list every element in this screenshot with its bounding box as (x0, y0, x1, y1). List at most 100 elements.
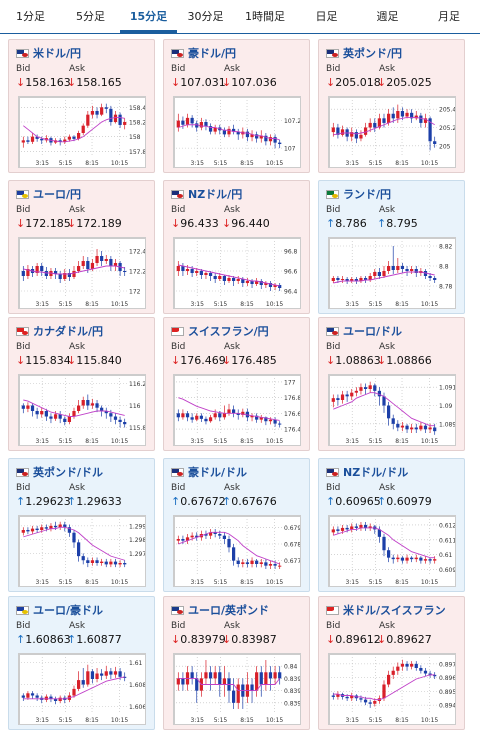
candle (377, 272, 382, 276)
rate-card[interactable]: ユーロ/円 Bid Ask ↓172.185 ↓172.189 172 172.2 172.4… (8, 180, 155, 314)
price-chart[interactable]: 1.089 1.09 1.091 3:15 5:15 8:15 10:15 (328, 374, 456, 446)
pair-name[interactable]: ランド/円 (343, 188, 392, 201)
tab-2[interactable]: 15分足 (120, 0, 177, 33)
tab-0[interactable]: 1分足 (16, 10, 45, 23)
candle (350, 695, 354, 699)
candle (423, 670, 428, 674)
candle (331, 529, 335, 533)
price-chart[interactable]: 0.609 0.61 0.611 0.612 3:15 5:15 8:15 10:15 (328, 515, 456, 587)
candle (368, 526, 372, 528)
candle (26, 530, 30, 532)
candle (195, 415, 199, 420)
y-tick-label: 1.09 (439, 403, 453, 410)
us-flag-icon (16, 49, 29, 58)
price-chart[interactable]: 172 172.2 172.4 3:15 5:15 8:15 10:15 (18, 237, 146, 309)
pair-name[interactable]: NZドル/ドル (343, 466, 409, 479)
rate-card[interactable]: 豪ドル/ドル Bid Ask ↑0.67672 ↑0.67676 0.677 0.678 0.… (163, 458, 310, 592)
rate-card[interactable]: ユーロ/ドル Bid Ask ↓1.08863 ↓1.08866 1.089 1.09 1.0… (318, 317, 465, 451)
x-tick-label: 10:15 (421, 717, 438, 724)
ask-value: 0.67676 (231, 495, 277, 508)
moving-average-line (333, 271, 435, 284)
pair-name[interactable]: ユーロ/英ポンド (188, 604, 270, 617)
rate-card[interactable]: ユーロ/豪ドル Bid Ask ↑1.60863 ↑1.60877 1.606 1.608 1… (8, 596, 155, 730)
rate-card[interactable]: NZドル/ドル Bid Ask ↑0.60965 ↑0.60979 0.609 0.61 0.… (318, 458, 465, 592)
candle (208, 672, 213, 679)
pair-name[interactable]: 英ポンド/円 (343, 47, 403, 60)
rate-card[interactable]: 米ドル/円 Bid Ask ↓158.163 ↓158.165 157.8 158 158.2… (8, 39, 155, 173)
pair-name[interactable]: ユーロ/ドル (343, 325, 403, 338)
pair-name[interactable]: 英ポンド/ドル (33, 466, 104, 479)
pair-name[interactable]: カナダドル/円 (33, 325, 104, 338)
price-chart[interactable]: 8.78 8.8 8.82 3:15 5:15 8:15 10:15 (328, 237, 456, 309)
ask-value-row: ↓0.83987 (222, 633, 277, 646)
tab-3[interactable]: 30分足 (187, 10, 224, 23)
candle (185, 269, 190, 271)
candle (30, 528, 35, 532)
candle (213, 532, 217, 534)
pair-name[interactable]: ユーロ/豪ドル (33, 604, 104, 617)
tab-1[interactable]: 5分足 (76, 10, 105, 23)
ca-flag-icon (16, 327, 29, 336)
candle (30, 405, 35, 411)
candle (359, 698, 363, 700)
y-tick-label: 172.2 (129, 269, 146, 276)
candle (204, 672, 208, 679)
price-chart[interactable]: 0.894 0.895 0.896 0.897 3:15 5:15 8:15 10:15 (328, 653, 456, 725)
candle (433, 141, 437, 144)
rate-card[interactable]: 英ポンド/円 Bid Ask ↓205.018 ↓205.025 205 205.2 205.… (318, 39, 465, 173)
x-tick-label: 8:15 (395, 160, 409, 167)
price-chart[interactable]: 0.8394 0.8396 0.8398 0.84 3:15 5:15 8:15 10:15 (173, 653, 301, 725)
rate-card[interactable]: 英ポンド/ドル Bid Ask ↑1.29623 ↑1.29633 1.297 1.298 1… (8, 458, 155, 592)
candle (259, 562, 263, 564)
candle (190, 117, 194, 124)
x-tick-label: 10:15 (266, 160, 283, 167)
candle (273, 419, 277, 424)
candle (199, 415, 203, 419)
x-tick-label: 5:15 (369, 438, 383, 445)
rate-card[interactable]: 米ドル/スイスフラン Bid Ask ↓0.89612 ↓0.89627 0.894 0.8… (318, 596, 465, 730)
candle (396, 666, 400, 671)
rate-card[interactable]: 豪ドル/円 Bid Ask ↓107.031 ↓107.036 107 107.2 3:15 5… (163, 39, 310, 173)
rate-card[interactable]: ユーロ/英ポンドBidAsk↓0.83979↓0.839870.83940.83… (163, 596, 310, 730)
price-chart[interactable]: 157.8 158 158.2 158.4 3:15 5:15 8:15 10:15 (18, 96, 146, 168)
candle (213, 276, 217, 279)
price-chart[interactable]: 176.4 176.6 176.8 177 3:15 5:15 8:15 10:15 (173, 374, 301, 446)
y-tick-label: 0.897 (439, 661, 456, 668)
pair-name[interactable]: 豪ドル/ドル (188, 466, 248, 479)
rate-card[interactable]: カナダドル/円 Bid Ask ↓115.834 ↓115.840 115.8 116 116… (8, 317, 155, 451)
candle (118, 671, 122, 677)
pair-name[interactable]: NZドル/円 (188, 188, 243, 201)
rate-card[interactable]: スイスフラン/円 Bid Ask ↓176.469 ↓176.485 176.4 176.6… (163, 317, 310, 451)
x-tick-label: 8:15 (85, 579, 99, 586)
bid-label: Bid (171, 483, 186, 493)
candle (49, 696, 53, 699)
candle (405, 269, 409, 271)
tab-4[interactable]: 1時間足 (245, 10, 285, 23)
candle (90, 671, 95, 679)
rate-card[interactable]: NZドル/円 Bid Ask ↓96.433 ↓96.440 96.4 96.6 96.8 3:… (163, 180, 310, 314)
candle (44, 271, 48, 276)
candle (185, 117, 190, 125)
rate-card[interactable]: ランド/円 Bid Ask ↑8.786 ↑8.795 8.78 8.8 8.82 3:15 5:… (318, 180, 465, 314)
bid-value-row: ↑1.29623 (16, 495, 71, 508)
candle (382, 118, 386, 123)
pair-name[interactable]: スイスフラン/円 (188, 325, 269, 338)
price-chart[interactable]: 205 205.2 205.4 3:15 5:15 8:15 10:15 (328, 96, 456, 168)
pair-name[interactable]: 米ドル/円 (33, 47, 82, 60)
pair-name[interactable]: ユーロ/円 (33, 188, 82, 201)
candle (250, 415, 254, 418)
tab-7[interactable]: 月足 (438, 10, 460, 23)
candle (63, 524, 67, 528)
price-chart[interactable]: 1.297 1.298 1.299 3:15 5:15 8:15 10:15 (18, 515, 146, 587)
pair-name[interactable]: 米ドル/スイスフラン (343, 604, 446, 617)
tab-6[interactable]: 週足 (376, 10, 399, 23)
pair-name[interactable]: 豪ドル/円 (188, 47, 237, 60)
price-chart[interactable]: 115.8 116 116.2 3:15 5:15 8:15 10:15 (18, 374, 146, 446)
arrow-down-icon: ↓ (222, 633, 232, 646)
price-chart[interactable]: 107 107.2 3:15 5:15 8:15 10:15 (173, 96, 301, 168)
price-chart[interactable]: 1.606 1.608 1.61 3:15 5:15 8:15 10:15 (18, 653, 146, 725)
tab-5[interactable]: 日足 (315, 10, 338, 23)
price-chart[interactable]: 96.4 96.6 96.8 3:15 5:15 8:15 10:15 (173, 237, 301, 309)
candle (176, 120, 180, 128)
price-chart[interactable]: 0.677 0.678 0.679 3:15 5:15 8:15 10:15 (173, 515, 301, 587)
